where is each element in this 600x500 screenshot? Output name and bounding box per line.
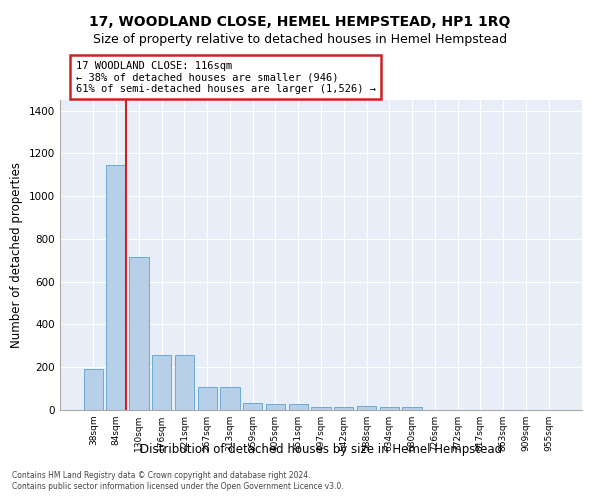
Bar (403, 407, 422, 410)
Bar (311, 407, 331, 410)
Text: Distribution of detached houses by size in Hemel Hempstead: Distribution of detached houses by size … (140, 442, 502, 456)
Text: Contains HM Land Registry data © Crown copyright and database right 2024.: Contains HM Land Registry data © Crown c… (12, 470, 311, 480)
Bar (380, 407, 399, 410)
Y-axis label: Number of detached properties: Number of detached properties (10, 162, 23, 348)
Bar (357, 406, 376, 410)
Text: Contains public sector information licensed under the Open Government Licence v3: Contains public sector information licen… (12, 482, 344, 491)
Bar (175, 356, 194, 410)
Bar (220, 387, 239, 410)
Bar (289, 404, 308, 410)
Text: Size of property relative to detached houses in Hemel Hempstead: Size of property relative to detached ho… (93, 32, 507, 46)
Bar (266, 404, 285, 410)
Bar (152, 356, 172, 410)
Text: 17, WOODLAND CLOSE, HEMEL HEMPSTEAD, HP1 1RQ: 17, WOODLAND CLOSE, HEMEL HEMPSTEAD, HP1… (89, 15, 511, 29)
Bar (106, 165, 126, 410)
Text: 17 WOODLAND CLOSE: 116sqm
← 38% of detached houses are smaller (946)
61% of semi: 17 WOODLAND CLOSE: 116sqm ← 38% of detac… (76, 60, 376, 94)
Bar (84, 370, 103, 410)
Bar (129, 257, 149, 410)
Bar (334, 407, 353, 410)
Bar (197, 387, 217, 410)
Bar (243, 402, 262, 410)
